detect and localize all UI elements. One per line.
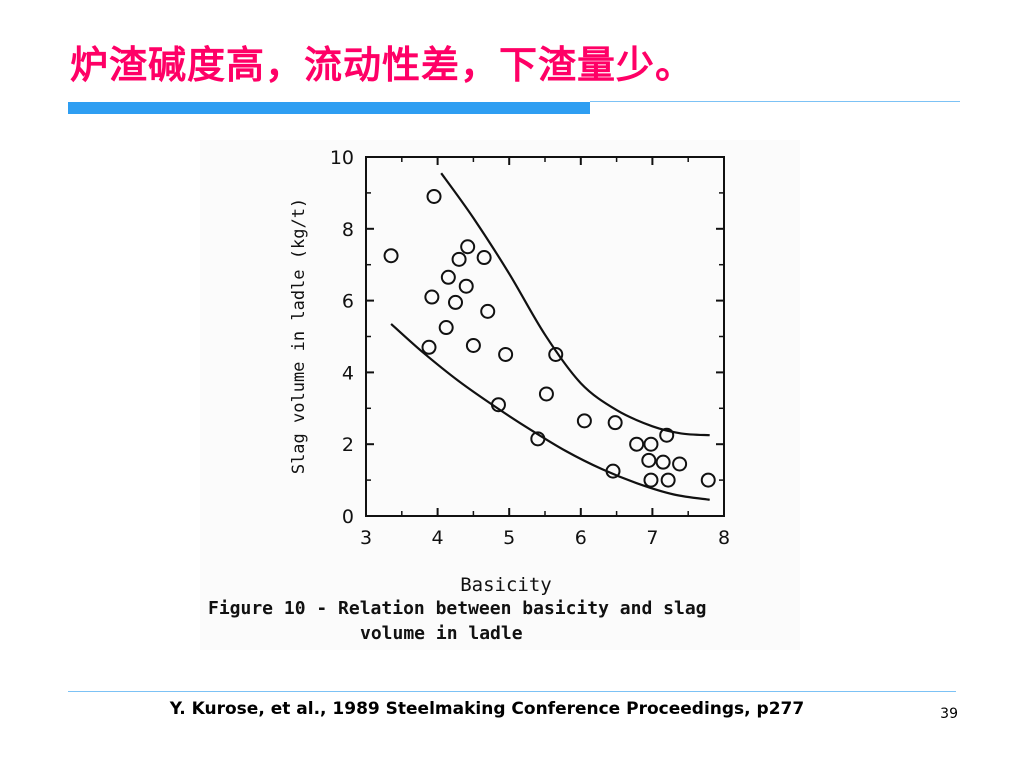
scatter-chart: 3 4 5 6 7 8 0 2 4 6 8 10 Basicity Slag volume in la… [208, 147, 730, 644]
data-point [490, 397, 506, 413]
data-point [643, 472, 659, 488]
x-axis-label: Basicity [460, 574, 552, 596]
citation-text: Y. Kurose, et al., 1989 Steelmaking Conf… [169, 699, 805, 719]
data-point [576, 413, 592, 429]
data-point [605, 463, 621, 479]
data-point [530, 431, 546, 447]
data-point [641, 452, 657, 468]
data-point [438, 320, 454, 336]
x-tick-label: 6 [575, 527, 587, 549]
data-point [660, 472, 676, 488]
y-tick-label: 4 [342, 362, 354, 384]
data-point [383, 248, 399, 264]
data-point [451, 251, 467, 267]
y-tick-label: 2 [342, 434, 354, 456]
data-point [548, 346, 564, 362]
data-point [460, 239, 476, 255]
data-point [476, 250, 492, 266]
data-point [448, 294, 463, 310]
title-rule-line [590, 101, 960, 102]
data-points [383, 188, 716, 488]
axis-ticks: 3 4 5 6 7 8 0 2 4 6 8 10 [330, 147, 730, 549]
y-tick-label: 10 [330, 147, 354, 169]
y-tick-label: 8 [342, 219, 354, 241]
figure-caption-line2: volume in ladle [360, 623, 523, 644]
slide-title: 炉渣碱度高，流动性差，下渣量少。 [70, 43, 695, 87]
page-number: 39 [940, 706, 958, 722]
y-tick-label: 0 [342, 506, 354, 528]
y-axis-label: Slag volume in ladle (kg/t) [289, 198, 309, 474]
figure-caption-line1: Figure 10 - Relation between basicity an… [208, 598, 707, 619]
data-point [465, 337, 481, 353]
y-tick-label: 6 [342, 291, 354, 313]
data-point [700, 472, 716, 488]
lower-bound-curve [390, 323, 710, 501]
data-point [643, 436, 659, 452]
data-point [607, 415, 623, 431]
data-point [424, 289, 440, 305]
x-tick-label: 7 [646, 527, 658, 549]
data-point [659, 427, 675, 443]
title-accent-bar [68, 102, 590, 114]
x-tick-label: 5 [503, 527, 515, 549]
x-tick-label: 4 [432, 527, 444, 549]
data-point [458, 278, 474, 294]
x-tick-label: 8 [718, 527, 730, 549]
x-tick-label: 3 [360, 527, 372, 549]
data-point [440, 269, 456, 285]
data-point [421, 339, 437, 355]
data-point [426, 188, 442, 204]
figure-area: 3 4 5 6 7 8 0 2 4 6 8 10 Basicity Slag volume in la… [200, 140, 800, 650]
upper-bound-curve [440, 172, 710, 437]
data-point [629, 436, 645, 452]
data-point [655, 454, 671, 470]
data-point [480, 303, 496, 319]
envelope-curves [390, 172, 710, 501]
data-point [672, 456, 688, 472]
footer-rule-line [68, 691, 956, 692]
data-point [498, 346, 514, 362]
data-point [538, 386, 554, 402]
